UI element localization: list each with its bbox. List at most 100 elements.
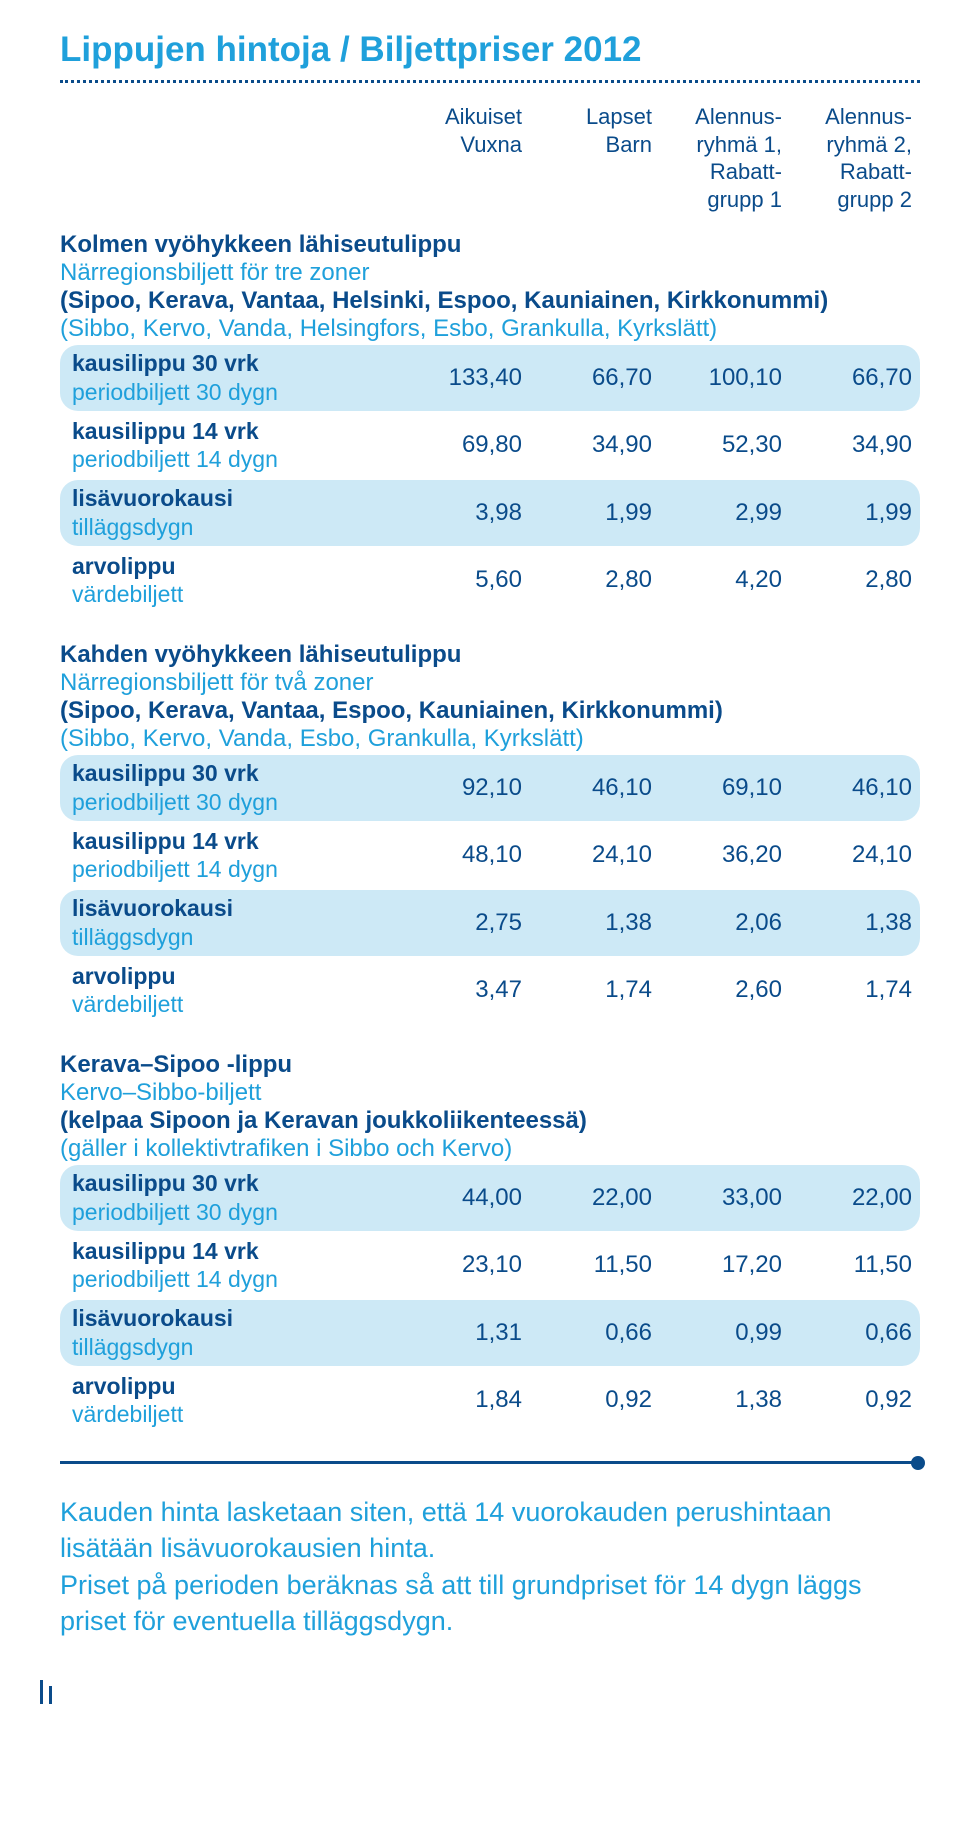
price-value: 52,30 (660, 431, 790, 459)
price-value: 92,10 (400, 774, 530, 802)
price-value: 2,60 (660, 976, 790, 1004)
row-label-sv: periodbiljett 14 dygn (72, 1265, 400, 1294)
price-value: 3,98 (400, 499, 530, 527)
column-header-adults: Aikuiset Vuxna (400, 103, 530, 213)
row-label-fi: lisävuorokausi (72, 894, 400, 923)
price-value: 1,31 (400, 1319, 530, 1347)
col-line: Aikuiset (445, 104, 522, 129)
price-row: lisävuorokausitilläggsdygn3,981,992,991,… (60, 480, 920, 546)
end-rule (60, 1461, 920, 1464)
col-line: grupp 2 (837, 187, 912, 212)
price-value: 4,20 (660, 566, 790, 594)
row-label-fi: arvolippu (72, 962, 400, 991)
row-label-fi: kausilippu 14 vrk (72, 827, 400, 856)
price-value: 0,66 (790, 1319, 920, 1347)
row-label-sv: tilläggsdygn (72, 513, 400, 542)
price-page: Lippujen hintoja / Biljettpriser 2012 Ai… (0, 0, 960, 1784)
price-value: 23,10 (400, 1251, 530, 1279)
row-label: kausilippu 30 vrkperiodbiljett 30 dygn (60, 345, 400, 411)
col-line: Barn (606, 132, 652, 157)
section-title-sv: Kervo–Sibbo-biljett (60, 1079, 920, 1107)
price-value: 2,75 (400, 909, 530, 937)
row-label: lisävuorokausitilläggsdygn (60, 890, 400, 956)
section-title-fi: Kolmen vyöhykkeen lähiseutulippu (60, 231, 920, 259)
price-value: 69,80 (400, 431, 530, 459)
col-line: grupp 1 (707, 187, 782, 212)
row-label-sv: värdebiljett (72, 990, 400, 1019)
price-value: 133,40 (400, 364, 530, 392)
row-label-fi: arvolippu (72, 552, 400, 581)
col-line: Rabatt- (840, 159, 912, 184)
row-label: arvolippuvärdebiljett (60, 958, 400, 1024)
row-label-sv: periodbiljett 30 dygn (72, 788, 400, 817)
row-label-sv: värdebiljett (72, 580, 400, 609)
price-row: kausilippu 14 vrkperiodbiljett 14 dygn48… (60, 823, 920, 889)
price-value: 22,00 (530, 1184, 660, 1212)
price-value: 44,00 (400, 1184, 530, 1212)
price-section: Kahden vyöhykkeen lähiseutulippuNärregio… (60, 641, 920, 1023)
row-label-fi: arvolippu (72, 1372, 400, 1401)
price-row: arvolippuvärdebiljett3,471,742,601,74 (60, 958, 920, 1024)
page-bar (40, 1680, 43, 1704)
section-note-sv: (Sibbo, Kervo, Vanda, Helsingfors, Esbo,… (60, 315, 920, 343)
price-row: lisävuorokausitilläggsdygn2,751,382,061,… (60, 890, 920, 956)
header-spacer (60, 103, 400, 213)
sections-container: Kolmen vyöhykkeen lähiseutulippuNärregio… (60, 231, 920, 1433)
price-value: 3,47 (400, 976, 530, 1004)
price-value: 66,70 (790, 364, 920, 392)
row-label: arvolippuvärdebiljett (60, 1368, 400, 1434)
row-label-sv: periodbiljett 14 dygn (72, 445, 400, 474)
price-value: 2,06 (660, 909, 790, 937)
page-number (40, 1680, 920, 1704)
price-value: 1,38 (660, 1386, 790, 1414)
row-label-sv: tilläggsdygn (72, 1333, 400, 1362)
price-value: 46,10 (530, 774, 660, 802)
section-note-fi: (Sipoo, Kerava, Vantaa, Helsinki, Espoo,… (60, 287, 920, 315)
row-label-fi: kausilippu 30 vrk (72, 1169, 400, 1198)
price-section: Kolmen vyöhykkeen lähiseutulippuNärregio… (60, 231, 920, 613)
price-row: kausilippu 14 vrkperiodbiljett 14 dygn23… (60, 1233, 920, 1299)
price-section: Kerava–Sipoo -lippuKervo–Sibbo-biljett(k… (60, 1051, 920, 1433)
footnote: Kauden hinta lasketaan siten, että 14 vu… (60, 1494, 920, 1640)
price-value: 1,99 (790, 499, 920, 527)
section-title-sv: Närregionsbiljett för tre zoner (60, 259, 920, 287)
price-value: 0,92 (790, 1386, 920, 1414)
row-label: lisävuorokausitilläggsdygn (60, 480, 400, 546)
footnote-line: Kauden hinta lasketaan siten, että 14 vu… (60, 1497, 832, 1563)
row-label-sv: periodbiljett 30 dygn (72, 1198, 400, 1227)
price-value: 1,74 (790, 976, 920, 1004)
col-line: Alennus- (695, 104, 782, 129)
price-value: 1,74 (530, 976, 660, 1004)
section-note-sv: (gäller i kollektivtrafiken i Sibbo och … (60, 1135, 920, 1163)
column-header-discount1: Alennus- ryhmä 1, Rabatt- grupp 1 (660, 103, 790, 213)
price-row: arvolippuvärdebiljett5,602,804,202,80 (60, 548, 920, 614)
price-value: 48,10 (400, 841, 530, 869)
section-title-sv: Närregionsbiljett för två zoner (60, 669, 920, 697)
price-value: 69,10 (660, 774, 790, 802)
row-label-sv: periodbiljett 14 dygn (72, 855, 400, 884)
price-row: kausilippu 30 vrkperiodbiljett 30 dygn44… (60, 1165, 920, 1231)
page-title: Lippujen hintoja / Biljettpriser 2012 (60, 30, 920, 70)
price-value: 22,00 (790, 1184, 920, 1212)
row-label: kausilippu 30 vrkperiodbiljett 30 dygn (60, 755, 400, 821)
column-headers: Aikuiset Vuxna Lapset Barn Alennus- ryhm… (60, 103, 920, 213)
col-line: Lapset (586, 104, 652, 129)
title-underline (60, 80, 920, 83)
price-value: 2,99 (660, 499, 790, 527)
price-value: 1,84 (400, 1386, 530, 1414)
section-title-fi: Kahden vyöhykkeen lähiseutulippu (60, 641, 920, 669)
price-value: 46,10 (790, 774, 920, 802)
price-value: 2,80 (530, 566, 660, 594)
price-value: 0,99 (660, 1319, 790, 1347)
row-label-fi: lisävuorokausi (72, 484, 400, 513)
row-label: kausilippu 14 vrkperiodbiljett 14 dygn (60, 413, 400, 479)
end-rule-dot (911, 1456, 925, 1470)
section-note-fi: (kelpaa Sipoon ja Keravan joukkoliikente… (60, 1107, 920, 1135)
price-value: 2,80 (790, 566, 920, 594)
price-value: 11,50 (530, 1251, 660, 1279)
column-header-discount2: Alennus- ryhmä 2, Rabatt- grupp 2 (790, 103, 920, 213)
price-row: lisävuorokausitilläggsdygn1,310,660,990,… (60, 1300, 920, 1366)
row-label: kausilippu 14 vrkperiodbiljett 14 dygn (60, 823, 400, 889)
price-row: kausilippu 14 vrkperiodbiljett 14 dygn69… (60, 413, 920, 479)
price-value: 11,50 (790, 1251, 920, 1279)
